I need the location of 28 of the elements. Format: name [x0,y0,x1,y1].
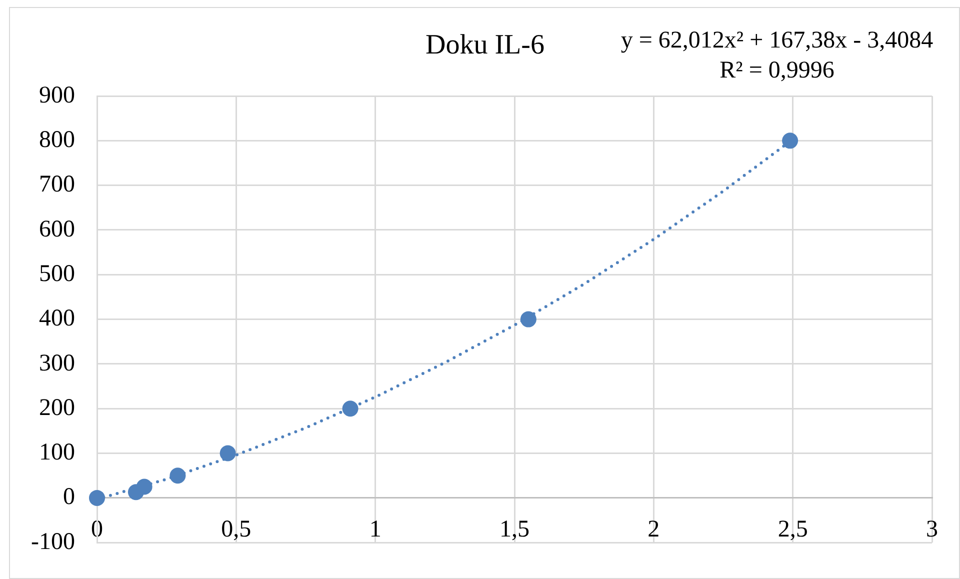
point [220,445,236,462]
point [342,400,358,417]
x-tick-label: 2,5 [778,516,808,543]
x-tick-label: 0 [91,516,103,543]
y-tick-label: 0 [63,484,75,510]
y-tick-label: -100 [31,528,75,555]
y-tick-label: 900 [39,82,75,108]
x-tick-label: 0,5 [221,516,252,543]
y-tick-label: 300 [39,350,75,376]
point [520,311,536,328]
text: y = 62,012x² + 167,38x - 3,4084 [620,27,934,54]
x-tick-label: 1 [369,516,382,543]
y-tick-label: 700 [39,172,75,198]
y-tick-label: 600 [39,216,75,242]
y-tick-label: 200 [39,394,75,421]
x-tick-label: 3 [926,516,938,543]
y-tick-label: 400 [39,306,75,332]
x-tick-label: 1,5 [500,516,530,543]
y-tick-label: 100 [39,440,75,466]
point [136,478,152,495]
point [170,468,186,484]
x-tick-label: 2 [648,516,660,543]
y-tick-label: 500 [39,260,75,287]
text: R² = 0,9996 [720,57,834,84]
point [89,490,105,506]
y-tick-label: 800 [39,126,75,153]
chart-title: Doku IL-6 [426,29,544,60]
point [782,132,798,149]
